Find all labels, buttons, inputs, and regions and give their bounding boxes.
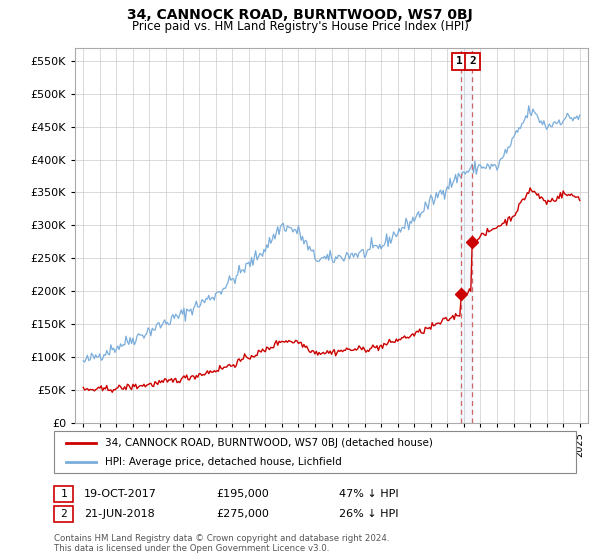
Text: 26% ↓ HPI: 26% ↓ HPI [339, 509, 398, 519]
Text: £195,000: £195,000 [216, 489, 269, 499]
Text: 2: 2 [60, 509, 67, 519]
Text: 34, CANNOCK ROAD, BURNTWOOD, WS7 0BJ (detached house): 34, CANNOCK ROAD, BURNTWOOD, WS7 0BJ (de… [105, 437, 433, 447]
Text: HPI: Average price, detached house, Lichfield: HPI: Average price, detached house, Lich… [105, 457, 342, 467]
Text: Price paid vs. HM Land Registry's House Price Index (HPI): Price paid vs. HM Land Registry's House … [131, 20, 469, 32]
Text: £275,000: £275,000 [216, 509, 269, 519]
Text: 1: 1 [457, 57, 463, 67]
Text: 2: 2 [469, 57, 476, 67]
Text: 21-JUN-2018: 21-JUN-2018 [84, 509, 155, 519]
Text: Contains HM Land Registry data © Crown copyright and database right 2024.
This d: Contains HM Land Registry data © Crown c… [54, 534, 389, 553]
Text: 1: 1 [60, 489, 67, 499]
Text: 19-OCT-2017: 19-OCT-2017 [84, 489, 157, 499]
Text: 47% ↓ HPI: 47% ↓ HPI [339, 489, 398, 499]
Text: 34, CANNOCK ROAD, BURNTWOOD, WS7 0BJ: 34, CANNOCK ROAD, BURNTWOOD, WS7 0BJ [127, 8, 473, 22]
Bar [460, 48, 472, 423]
